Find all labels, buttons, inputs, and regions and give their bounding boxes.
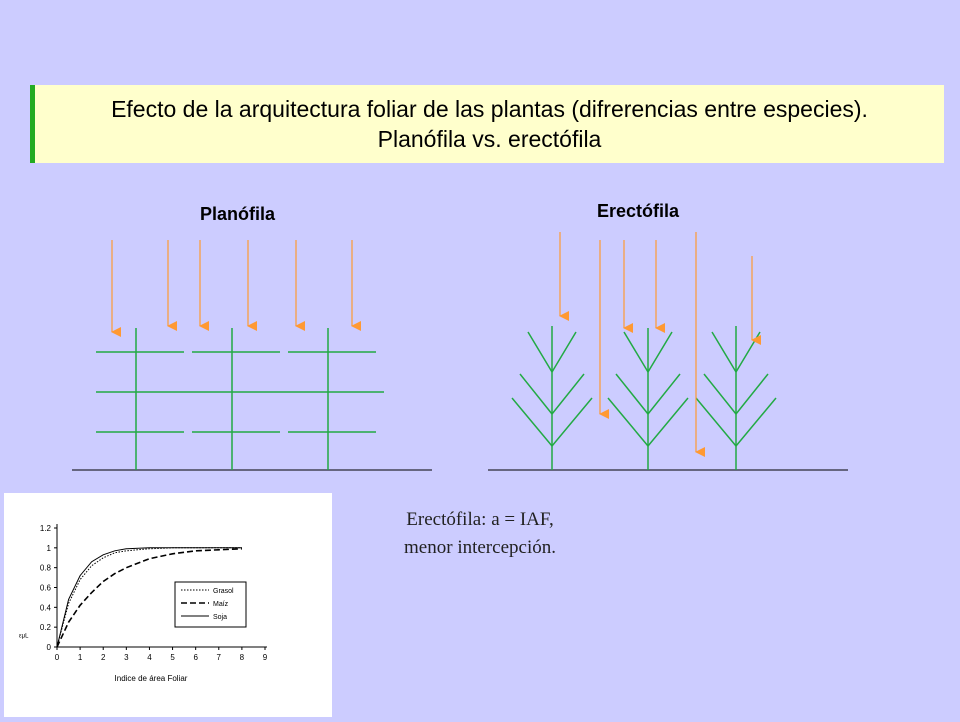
x-tick-label: 7	[217, 653, 222, 662]
erectofila-leaf-right	[647, 397, 689, 447]
canopy-diagram	[72, 232, 848, 471]
erectofila-leaf-left	[623, 331, 649, 373]
x-tick-label: 0	[55, 653, 60, 662]
slide-title: Efecto de la arquitectura foliar de las …	[30, 85, 944, 163]
erectofila-leaf-right	[735, 397, 777, 447]
legend-label-grasol: Grasol	[213, 588, 234, 595]
y-tick-label: 1	[47, 544, 52, 553]
erectofila-leaf-left	[703, 373, 737, 415]
x-tick-label: 4	[147, 653, 152, 662]
erectofila-leaf-right	[647, 331, 673, 373]
caption-line2: menor intercepción.	[404, 537, 556, 558]
chart-legend	[174, 581, 247, 628]
erectofila-leaf-right	[551, 331, 577, 373]
x-tick-label: 9	[263, 653, 268, 662]
interception-chart: 0 0.2 0.4 0.6 0.8 1 1.2 0 1 2 3 4 5 6 7 8 9 Indice de áre…	[19, 524, 268, 683]
erectofila-leaf-right	[551, 397, 593, 447]
erectofila-leaf-left	[527, 331, 553, 373]
diagram-layer	[72, 232, 848, 471]
erectofila-leaf-right	[647, 373, 681, 415]
erectofila-leaf-left	[695, 397, 737, 447]
y-tick-label: 0.2	[40, 623, 52, 632]
erectofila-leaf-left	[607, 397, 649, 447]
x-axis-label: Indice de área Foliar	[115, 674, 188, 683]
erectofila-leaf-right	[735, 373, 769, 415]
erectofila-leaf-left	[511, 397, 553, 447]
erectofila-leaf-right	[735, 331, 761, 373]
x-tick-label: 5	[170, 653, 175, 662]
x-tick-label: 2	[101, 653, 106, 662]
legend-label-soja: Soja	[213, 614, 227, 621]
erectofila-leaf-left	[615, 373, 649, 415]
slide-title-line2: Planófila vs. erectófila	[377, 126, 602, 152]
interception-chart-panel: 0 0.2 0.4 0.6 0.8 1 1.2 0 1 2 3 4 5 6 7 8 9 Indice de áre…	[4, 493, 332, 717]
y-tick-label: 1.2	[40, 524, 52, 533]
series-line-maíz	[56, 548, 242, 648]
erectofila-leaf-left	[711, 331, 737, 373]
erectofila-label: Erectófila	[597, 201, 680, 221]
y-tick-label: 0.6	[40, 584, 52, 593]
slide-title-line1: Efecto de la arquitectura foliar de las …	[111, 96, 868, 122]
erectofila-leaf-left	[519, 373, 553, 415]
planofila-label: Planófila	[200, 204, 276, 224]
x-tick-label: 1	[78, 653, 83, 662]
y-axis-label: εμL	[19, 634, 29, 640]
x-tick-label: 3	[124, 653, 129, 662]
caption: Erectófila: a = IAF, menor intercepción.	[360, 506, 600, 562]
y-tick-label: 0	[47, 643, 52, 652]
caption-line1: Erectófila: a = IAF,	[406, 509, 554, 530]
x-tick-label: 8	[240, 653, 245, 662]
legend-label-maíz: Maíz	[213, 601, 229, 608]
y-tick-label: 0.4	[40, 603, 52, 612]
series-line-soja	[56, 547, 242, 648]
y-tick-label: 0.8	[40, 564, 52, 573]
x-tick-label: 6	[193, 653, 198, 662]
erectofila-leaf-right	[551, 373, 585, 415]
